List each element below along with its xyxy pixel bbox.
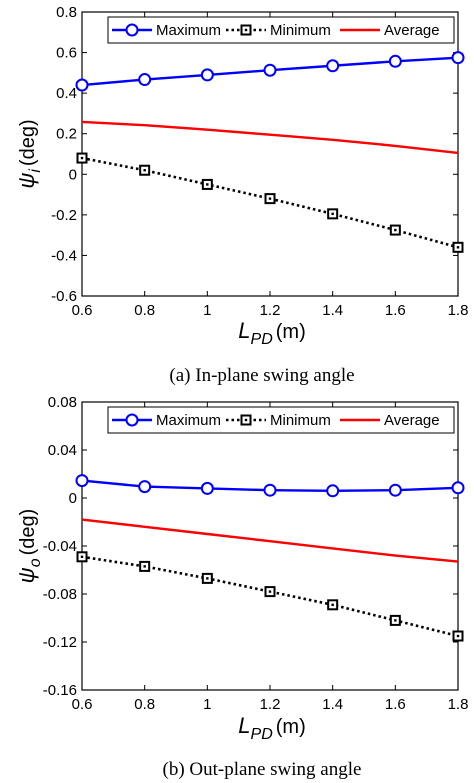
in-plane-maximum-point [138, 73, 152, 87]
out-plane-legend-maximum-label: Maximum [156, 412, 221, 429]
out-plane-legend-box [107, 406, 455, 434]
out-plane-minimum-point-center [456, 634, 460, 638]
out-plane-y-tick-label: -0.12 [43, 634, 77, 651]
out-plane-legend-average-label: Average [384, 412, 440, 429]
in-plane-y-tick-label: 0.6 [56, 45, 77, 62]
in-plane-x-tick-label: 1 [203, 302, 211, 319]
out-plane-plot-frame [81, 401, 459, 691]
in-plane-minimum-point-center [456, 246, 460, 249]
out-plane-x-tick-label: 0.6 [72, 696, 93, 713]
in-plane-maximum-point [388, 54, 402, 68]
in-plane-legend-maximum-marker [125, 23, 139, 37]
in-plane-series-average-line [81, 120, 459, 155]
out-plane-maximum-point [138, 480, 152, 494]
out-plane-minimum-point-center [394, 619, 397, 622]
out-plane-y-tick-label: 0 [69, 490, 77, 507]
out-plane-y-tick-label: 0.04 [48, 442, 77, 459]
out-plane-minimum-point-center [80, 555, 84, 558]
out-plane-maximum-point [263, 483, 277, 497]
in-plane-minimum-point-center [206, 183, 209, 186]
out-plane-maximum-point [75, 474, 89, 488]
out-plane-x-tick-label: 1.4 [322, 696, 343, 713]
in-plane-legend: Maximum Minimum Average [107, 16, 455, 44]
out-plane-y-tick-label: -0.08 [43, 586, 77, 603]
out-plane-maximum-point [200, 481, 214, 495]
in-plane-x-axis-label: LPD (m) [238, 318, 305, 348]
out-plane-y-tick-label: -0.04 [43, 538, 77, 555]
out-plane-maximum-point [388, 483, 402, 497]
in-plane-caption: (a) In-plane swing angle [169, 365, 354, 386]
in-plane-legend-minimum-marker-center [244, 28, 248, 32]
in-plane-y-tick-label: -0.4 [51, 247, 77, 264]
out-plane-minimum-point-center [331, 603, 334, 606]
in-plane-x-tick-label: 0.8 [134, 302, 155, 319]
out-plane-maximum-point [326, 484, 340, 498]
in-plane-y-tick-label: 0 [69, 166, 77, 183]
out-plane-x-tick-label: 1.8 [448, 696, 469, 713]
in-plane-chart-panel: (a) In-plane swing angle 0.6 0.8 1 1.2 1.4 1.… [14, 4, 468, 386]
out-plane-minimum-point-center [143, 565, 146, 568]
in-plane-minimum-point-center [80, 156, 84, 160]
in-plane-y-tick-label: -0.6 [51, 288, 77, 305]
out-plane-legend: Maximum Minimum Average [107, 406, 455, 434]
out-plane-chart-panel: (b) Out-plane swing angle 0.6 0.8 1 1.2 1.4 1… [14, 394, 468, 780]
out-plane-series-average-line [81, 518, 459, 563]
in-plane-legend-maximum-label: Maximum [156, 22, 221, 39]
in-plane-plot-frame [81, 11, 459, 297]
out-plane-x-tick-label: 1.6 [385, 696, 406, 713]
in-plane-y-axis-label: ψi(deg) [14, 119, 44, 188]
in-plane-y-tick-label: 0.8 [56, 4, 77, 21]
out-plane-x-tick-label: 0.8 [134, 696, 155, 713]
out-plane-minimum-point-center [268, 590, 272, 593]
in-plane-legend-box [107, 16, 455, 44]
out-plane-minimum-point-center [206, 577, 209, 580]
out-plane-caption: (b) Out-plane swing angle [163, 759, 362, 780]
in-plane-maximum-point [200, 68, 214, 82]
out-plane-x-tick-label: 1.2 [260, 696, 281, 713]
out-plane-legend-minimum-marker-center [244, 418, 248, 422]
in-plane-maximum-point [326, 59, 340, 73]
in-plane-x-tick-label: 1.2 [260, 302, 281, 319]
in-plane-y-tick-label: 0.2 [56, 126, 77, 143]
in-plane-x-tick-label: 1.4 [322, 302, 343, 319]
out-plane-legend-maximum-marker [125, 413, 139, 427]
in-plane-minimum-point-center [143, 169, 146, 172]
in-plane-x-tick-label: 1.6 [385, 302, 406, 319]
in-plane-x-tick-label: 0.6 [72, 302, 93, 319]
out-plane-x-axis-label: LPD (m) [238, 713, 305, 743]
out-plane-legend-minimum-label: Minimum [270, 412, 331, 429]
in-plane-maximum-point [451, 51, 465, 65]
in-plane-minimum-point-center [331, 212, 334, 216]
out-plane-x-tick-label: 1 [203, 696, 211, 713]
in-plane-minimum-point-center [268, 197, 272, 200]
in-plane-y-tick-label: 0.4 [56, 85, 77, 102]
in-plane-x-tick-label: 1.8 [448, 302, 469, 319]
in-plane-legend-average-label: Average [384, 22, 440, 39]
in-plane-maximum-point [75, 78, 89, 92]
out-plane-maximum-point [451, 481, 465, 495]
in-plane-y-tick-label: -0.2 [51, 207, 77, 224]
in-plane-legend-minimum-label: Minimum [270, 22, 331, 39]
out-plane-y-axis-label: ψo(deg) [14, 509, 44, 584]
in-plane-maximum-point [263, 63, 277, 77]
in-plane-minimum-point-center [394, 228, 397, 232]
out-plane-y-tick-label: 0.08 [48, 394, 77, 411]
out-plane-y-tick-label: -0.16 [43, 682, 77, 699]
